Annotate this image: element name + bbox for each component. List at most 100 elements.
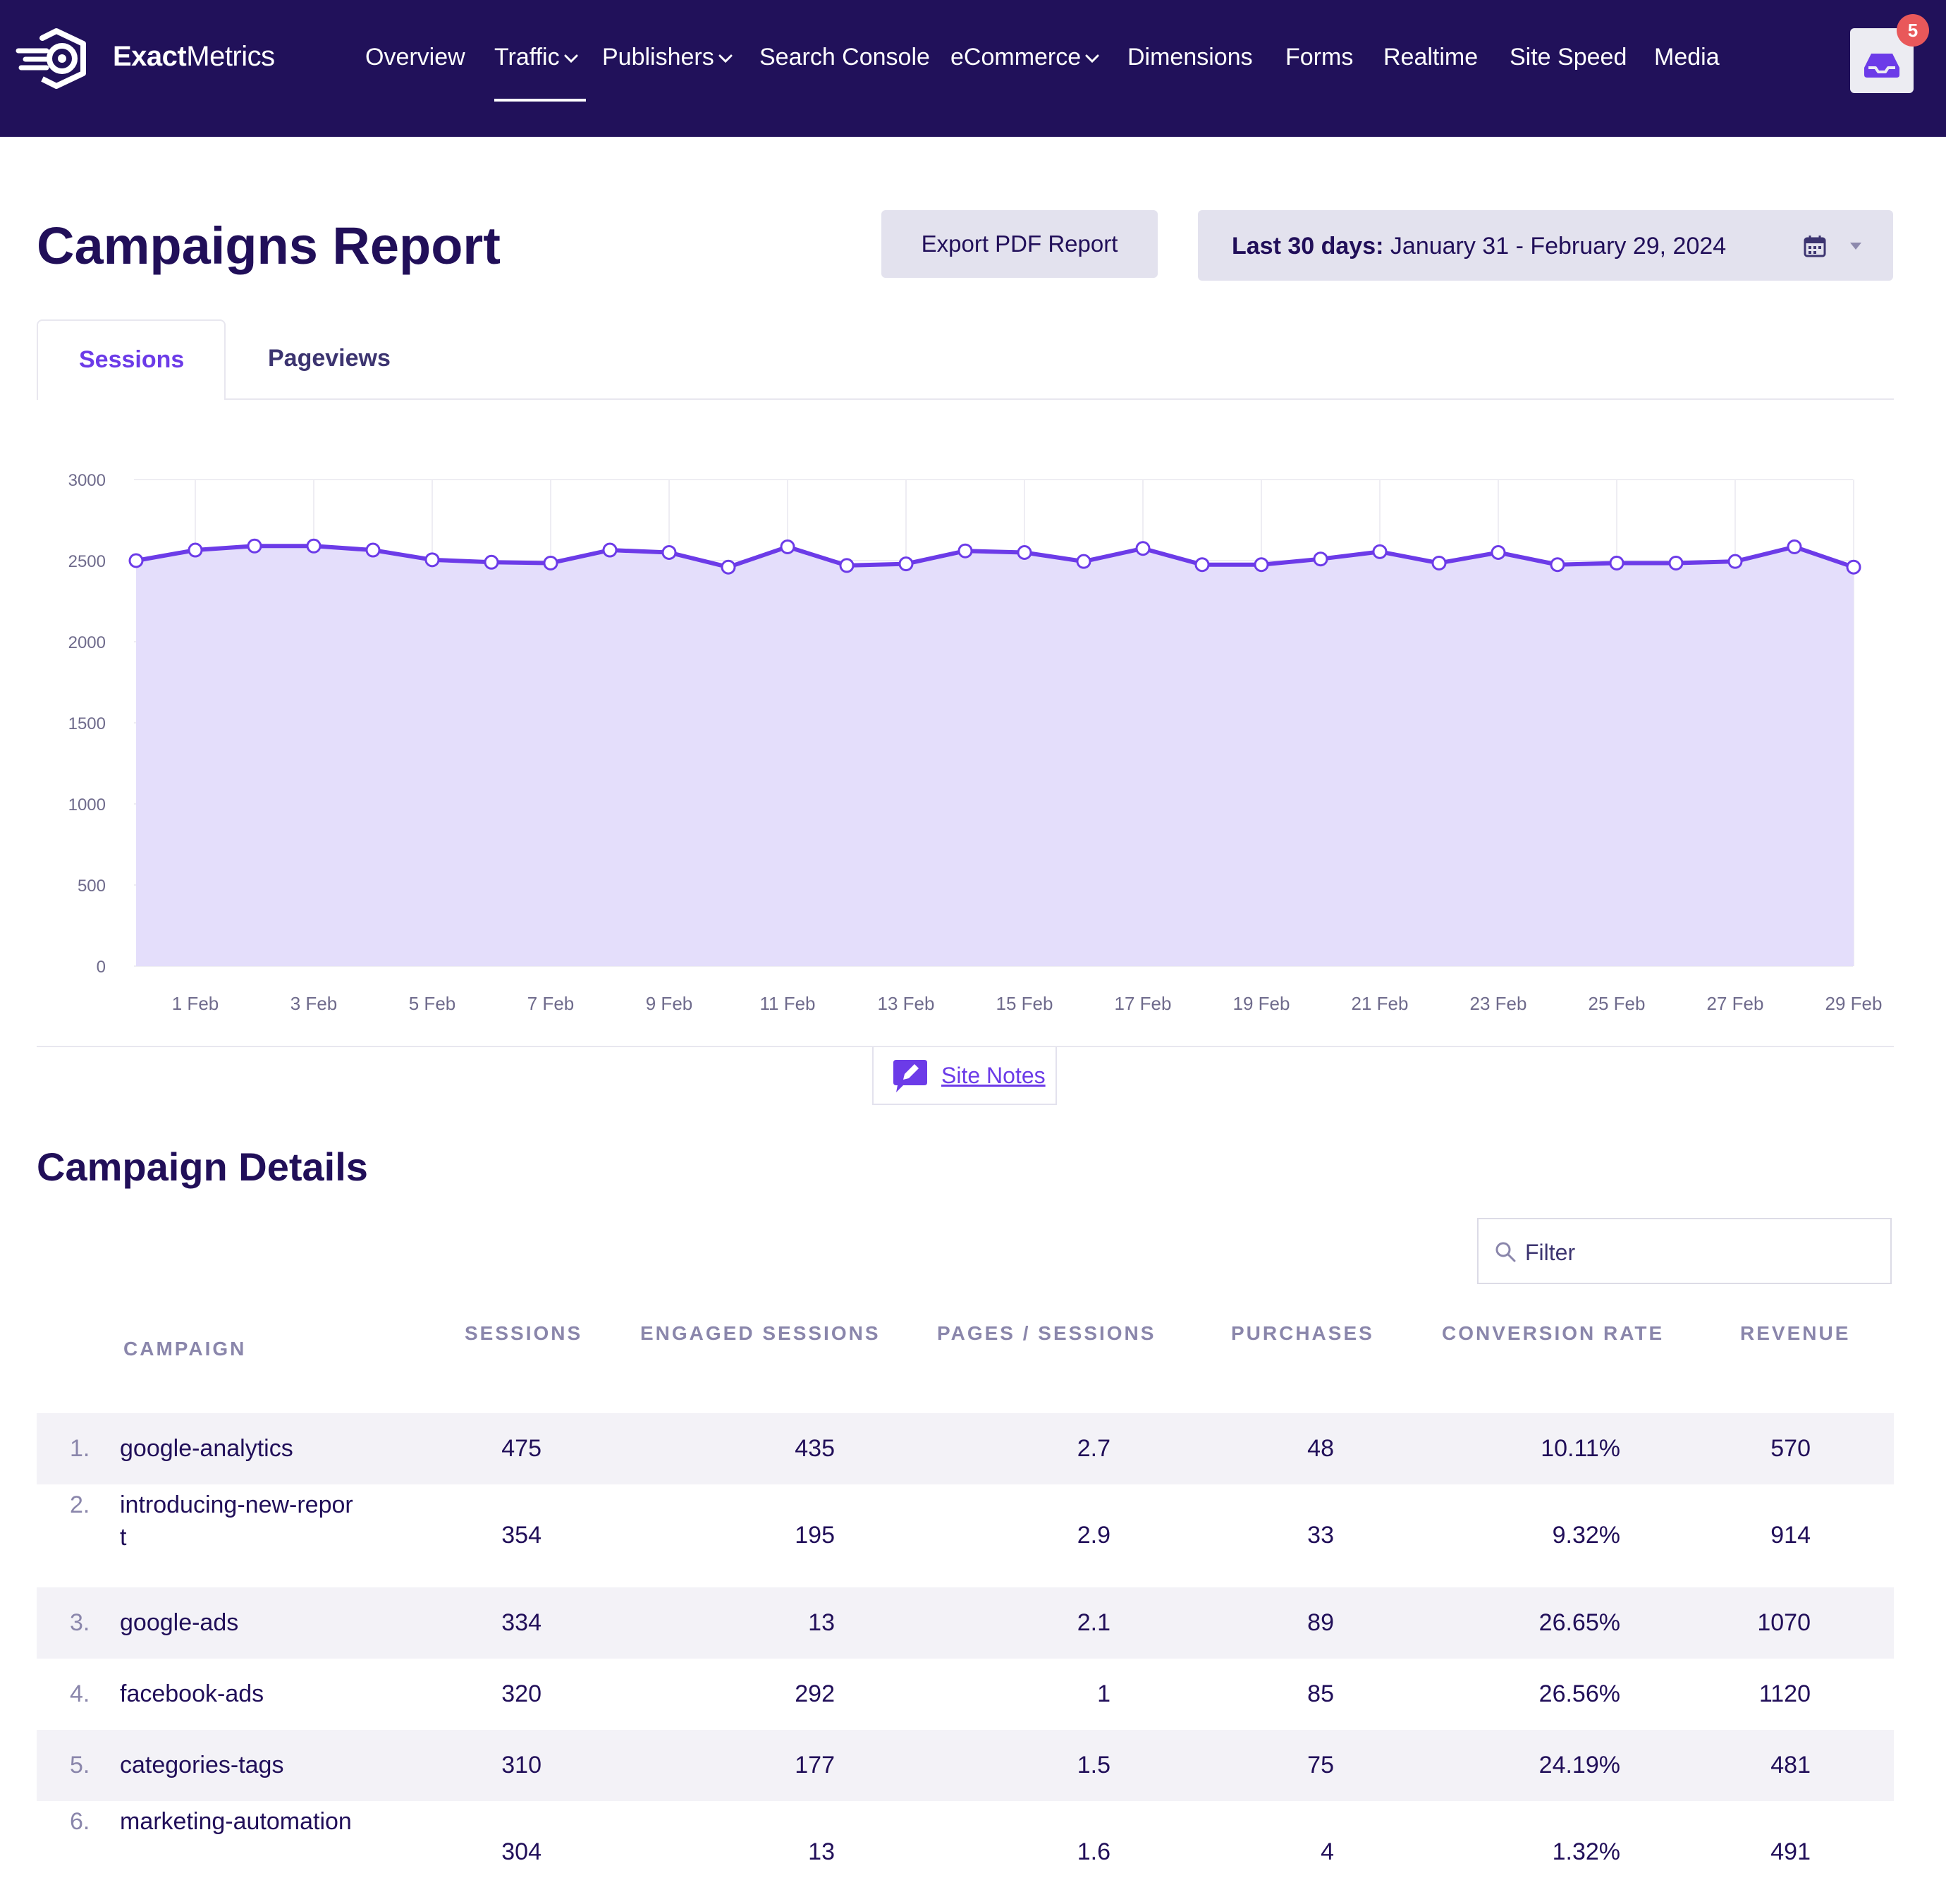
- cell-pages: 2.9: [1077, 1522, 1110, 1549]
- column-header-pages-per-session[interactable]: PAGES / SESSIONS: [937, 1322, 1156, 1344]
- cell-conversion: 1.32%: [1552, 1838, 1620, 1865]
- row-index: 1.: [70, 1434, 90, 1462]
- cell-engaged: 13: [808, 1838, 835, 1865]
- tab-pageviews[interactable]: Pageviews: [268, 345, 391, 372]
- tab-sessions-label: Sessions: [79, 346, 185, 373]
- y-tick-label: 1500: [68, 714, 106, 733]
- table-row[interactable]: 2. introducing-new-report 354 195 2.9 33 9.32%…: [37, 1484, 1894, 1587]
- nav-label: Forms: [1285, 44, 1354, 71]
- data-point: [602, 542, 618, 558]
- notification-count-badge: 5: [1897, 14, 1929, 47]
- filter-input[interactable]: [1524, 1235, 1879, 1270]
- campaign-name: facebook-ads: [120, 1680, 264, 1707]
- sessions-area: [136, 546, 1854, 966]
- column-header-revenue[interactable]: REVENUE: [1740, 1322, 1851, 1344]
- cell-conversion: 24.19%: [1538, 1751, 1620, 1778]
- nav-media[interactable]: Media: [1654, 44, 1720, 71]
- x-tick-label: 13 Feb: [878, 993, 935, 1014]
- nav-forms[interactable]: Forms: [1285, 44, 1353, 71]
- nav-ecommerce[interactable]: eCommerce: [950, 44, 1099, 71]
- table-row[interactable]: 6. marketing-automation 304 13 1.6 4 1.32% 491: [37, 1801, 1894, 1904]
- data-point: [1787, 539, 1802, 554]
- nav-traffic[interactable]: Traffic: [494, 44, 578, 71]
- cell-revenue: 914: [1770, 1522, 1811, 1549]
- x-tick-label: 11 Feb: [759, 993, 815, 1014]
- y-tick-label: 1000: [68, 795, 106, 814]
- table-row[interactable]: 3. google-ads 334 13 2.1 89 26.65% 1070: [37, 1587, 1894, 1659]
- cell-conversion: 9.32%: [1552, 1522, 1620, 1549]
- data-point: [484, 554, 499, 570]
- campaign-name: categories-tags: [120, 1751, 284, 1778]
- inbox-icon: [1864, 54, 1899, 78]
- data-point: [1846, 559, 1861, 575]
- site-notes-button[interactable]: Site Notes: [872, 1047, 1057, 1105]
- y-tick-label: 2000: [68, 633, 106, 652]
- x-tick-label: 15 Feb: [996, 993, 1053, 1014]
- cell-pages: 2.1: [1077, 1609, 1110, 1636]
- cell-conversion: 26.56%: [1538, 1680, 1620, 1707]
- cell-purchases: 75: [1307, 1751, 1334, 1778]
- cell-sessions: 320: [501, 1680, 541, 1707]
- x-tick-label: 23 Feb: [1470, 993, 1527, 1014]
- column-header-conversion-rate[interactable]: CONVERSION RATE: [1442, 1322, 1665, 1344]
- nav-search-console[interactable]: Search Console: [759, 44, 930, 71]
- row-index: 2.: [70, 1491, 90, 1518]
- data-point: [1491, 545, 1506, 560]
- column-header-campaign[interactable]: CAMPAIGN: [123, 1338, 247, 1360]
- table-row[interactable]: 4. facebook-ads 320 292 1 85 26.56% 1120: [37, 1659, 1894, 1730]
- chevron-down-icon: [564, 54, 578, 63]
- nav-publishers[interactable]: Publishers: [602, 44, 733, 71]
- edit-note-icon: [893, 1060, 927, 1092]
- data-point: [839, 558, 855, 573]
- cell-pages: 1: [1097, 1680, 1110, 1707]
- brand-name-rest: Metrics: [186, 41, 275, 72]
- x-tick-label: 5 Feb: [409, 993, 456, 1014]
- nav-label: eCommerce: [950, 44, 1082, 71]
- cell-engaged: 195: [795, 1522, 835, 1549]
- y-tick-label: 2500: [68, 552, 106, 571]
- data-point: [898, 556, 914, 572]
- y-tick-label: 3000: [68, 471, 106, 490]
- export-pdf-button[interactable]: Export PDF Report: [881, 210, 1158, 278]
- cell-purchases: 48: [1307, 1434, 1334, 1462]
- active-nav-indicator: [494, 99, 586, 102]
- cell-pages: 2.7: [1077, 1434, 1110, 1462]
- cell-sessions: 304: [501, 1838, 541, 1865]
- nav-label: Traffic: [494, 44, 560, 71]
- data-point: [1017, 545, 1032, 560]
- column-header-engaged-sessions[interactable]: ENGAGED SESSIONS: [640, 1322, 881, 1344]
- data-point: [780, 539, 795, 554]
- cell-pages: 1.6: [1077, 1838, 1110, 1865]
- nav-dimensions[interactable]: Dimensions: [1127, 44, 1253, 71]
- data-point: [1194, 557, 1210, 573]
- x-tick-label: 9 Feb: [646, 993, 693, 1014]
- nav-label: Dimensions: [1127, 44, 1253, 71]
- cell-purchases: 33: [1307, 1522, 1334, 1549]
- table-row[interactable]: 1. google-analytics 475 435 2.7 48 10.11% 570: [37, 1413, 1894, 1484]
- brand-name[interactable]: ExactMetrics: [113, 41, 275, 73]
- nav-overview[interactable]: Overview: [365, 44, 465, 71]
- nav-site-speed[interactable]: Site Speed: [1510, 44, 1627, 71]
- chevron-down-icon: [1085, 54, 1099, 63]
- page-title: Campaigns Report: [37, 216, 501, 275]
- row-index: 6.: [70, 1808, 90, 1835]
- x-tick-label: 1 Feb: [172, 993, 219, 1014]
- site-notes-link[interactable]: Site Notes: [941, 1063, 1046, 1088]
- date-range-picker[interactable]: Last 30 days: January 31 - February 29, …: [1198, 210, 1893, 281]
- exactmetrics-logo-icon[interactable]: [16, 27, 93, 90]
- nav-realtime[interactable]: Realtime: [1383, 44, 1478, 71]
- x-tick-label: 17 Feb: [1115, 993, 1172, 1014]
- y-tick-label: 0: [97, 958, 106, 977]
- column-header-purchases[interactable]: PURCHASES: [1231, 1322, 1374, 1344]
- column-header-sessions[interactable]: SESSIONS: [465, 1322, 583, 1344]
- data-point: [957, 543, 973, 559]
- data-point: [1135, 541, 1151, 556]
- data-point: [1313, 551, 1328, 567]
- tab-sessions[interactable]: Sessions: [37, 319, 226, 400]
- cell-pages: 1.5: [1077, 1751, 1110, 1778]
- cell-revenue: 1120: [1758, 1680, 1811, 1707]
- data-point: [543, 555, 558, 570]
- table-row[interactable]: 5. categories-tags 310 177 1.5 75 24.19% 481: [37, 1730, 1894, 1801]
- nav-label: Search Console: [759, 44, 930, 71]
- data-point: [1609, 555, 1624, 570]
